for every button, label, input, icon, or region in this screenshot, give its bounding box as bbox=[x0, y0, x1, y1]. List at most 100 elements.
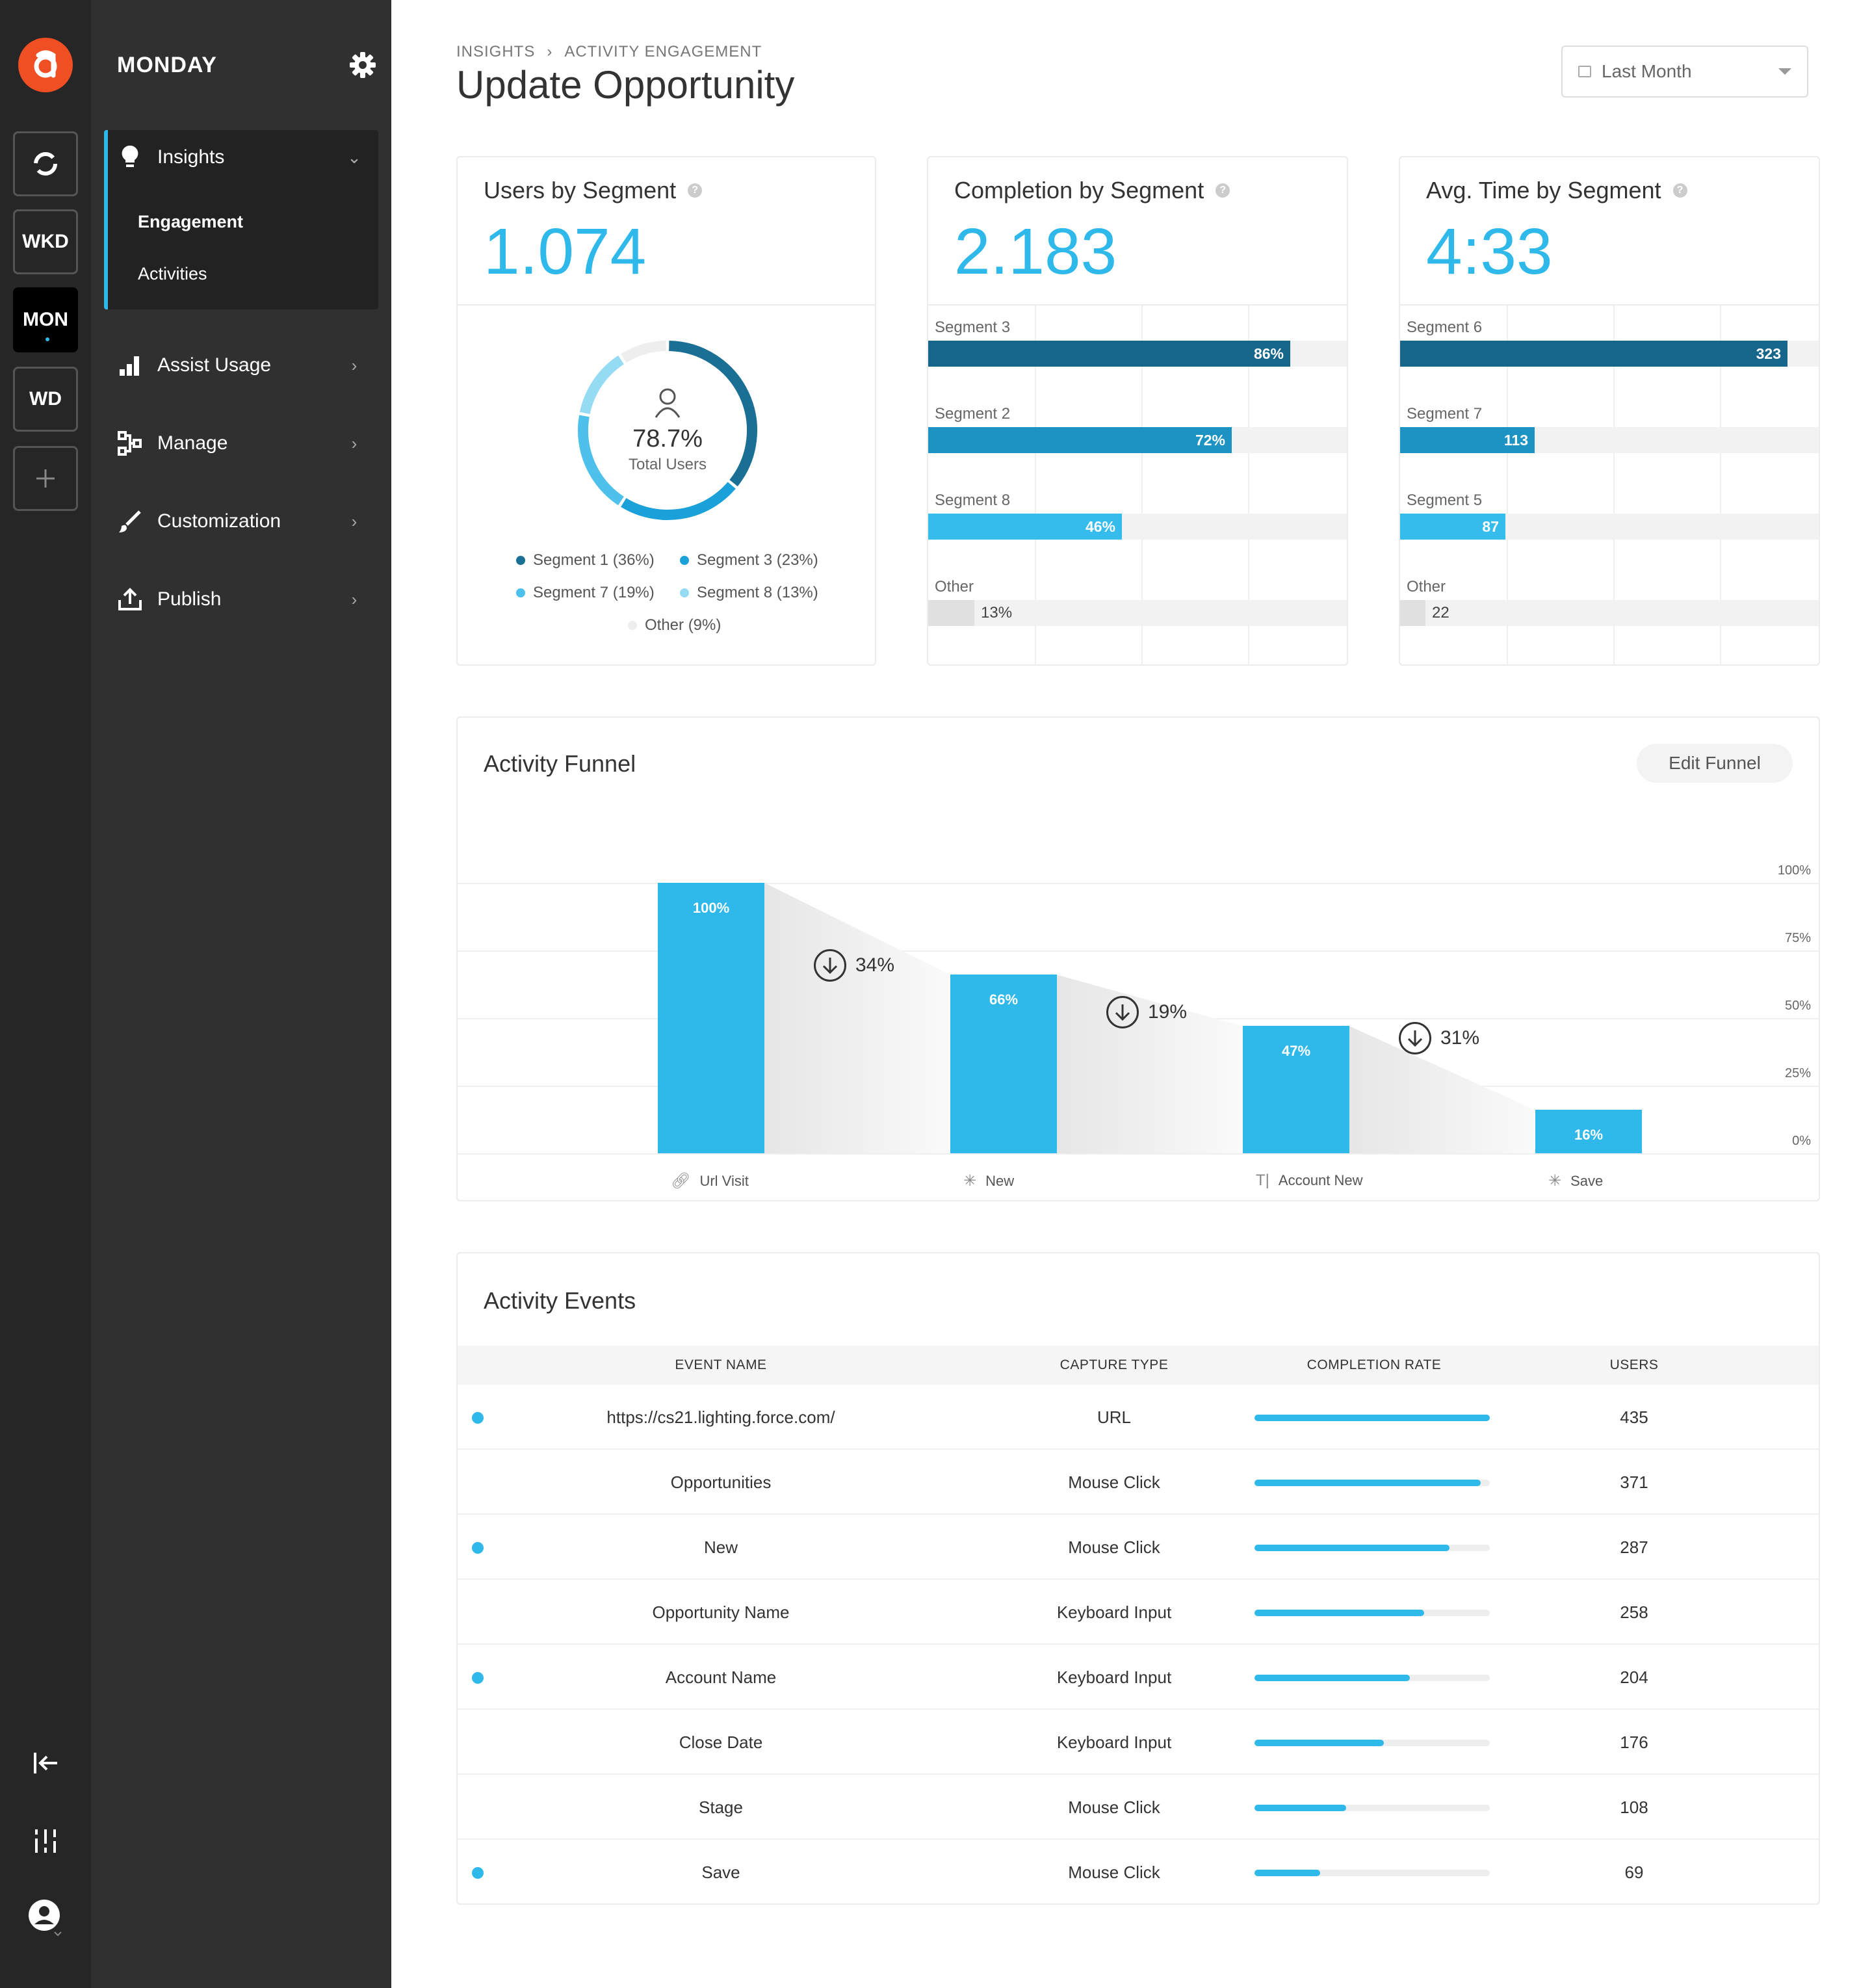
segment-bar[interactable]: 46% bbox=[928, 514, 1122, 540]
chevron-down-icon: ⌄ bbox=[347, 147, 361, 167]
insights-group bbox=[104, 130, 378, 309]
nav-sub-engagement[interactable]: Engagement bbox=[138, 212, 244, 231]
funnel-connector bbox=[1057, 974, 1243, 1153]
completion-rate-fill bbox=[1254, 1480, 1481, 1486]
users-cell: 176 bbox=[1620, 1732, 1648, 1752]
divider bbox=[458, 304, 875, 306]
donut-slice[interactable] bbox=[579, 355, 624, 415]
breadcrumb-activity-engagement[interactable]: ACTIVITY ENGAGEMENT bbox=[564, 43, 762, 60]
segment-label: Other bbox=[935, 578, 974, 595]
table-row[interactable]: Opportunity Name Keyboard Input 258 bbox=[458, 1580, 1819, 1645]
funnel-bar[interactable]: 66% bbox=[950, 974, 1057, 1153]
table-row[interactable]: Account Name Keyboard Input 204 bbox=[458, 1645, 1819, 1710]
nav-item-insights[interactable]: Insights ⌄ bbox=[117, 138, 364, 177]
segment-bar[interactable]: 113 bbox=[1400, 427, 1535, 453]
column-header-completion-rate[interactable]: COMPLETION RATE bbox=[1306, 1357, 1442, 1372]
column-header-event-name[interactable]: EVENT NAME bbox=[675, 1357, 767, 1372]
funnel-dropoff: 19% bbox=[1106, 996, 1187, 1028]
page-title: Update Opportunity bbox=[456, 63, 795, 107]
dropoff-value: 34% bbox=[855, 954, 895, 976]
completion-rate-fill bbox=[1254, 1415, 1490, 1421]
segment-bar[interactable]: 323 bbox=[1400, 341, 1788, 367]
segment-bar[interactable] bbox=[1400, 600, 1425, 626]
edit-funnel-button[interactable]: Edit Funnel bbox=[1637, 744, 1793, 783]
user-icon bbox=[655, 388, 681, 418]
help-icon[interactable]: ? bbox=[1672, 183, 1687, 198]
segment-bar[interactable]: 72% bbox=[928, 427, 1232, 453]
sync-button[interactable] bbox=[13, 131, 78, 196]
table-row[interactable]: Close Date Keyboard Input 176 bbox=[458, 1710, 1819, 1775]
donut-slice[interactable] bbox=[669, 341, 757, 487]
capture-type-cell: Keyboard Input bbox=[1056, 1667, 1172, 1687]
event-name-cell: New bbox=[703, 1537, 738, 1557]
activity-funnel-card: Activity Funnel Edit Funnel 100% 75% 50% 25… bbox=[456, 716, 1820, 1201]
main-content: INSIGHTS › ACTIVITY ENGAGEMENT Update Op… bbox=[391, 0, 1872, 1988]
grid-line bbox=[1720, 306, 1721, 664]
dropoff-value: 31% bbox=[1440, 1027, 1480, 1049]
nav-item-assist-usage[interactable]: Assist Usage › bbox=[117, 346, 364, 385]
segment-label: Other bbox=[1407, 578, 1446, 595]
segment-bar[interactable] bbox=[928, 600, 974, 626]
nav-sub-activities[interactable]: Activities bbox=[138, 264, 207, 283]
segment-bar[interactable]: 87 bbox=[1400, 514, 1505, 540]
completion-by-segment-card: Completion by Segment? 2.183 Segment 3 86… bbox=[927, 156, 1348, 666]
nav-item-customization[interactable]: Customization › bbox=[117, 502, 364, 541]
column-header-users[interactable]: USERS bbox=[1609, 1357, 1659, 1372]
breadcrumb-insights[interactable]: INSIGHTS bbox=[456, 43, 536, 60]
app-name: MONDAY bbox=[117, 52, 217, 77]
segment-bar[interactable]: 86% bbox=[928, 341, 1290, 367]
event-name-cell: Close Date bbox=[679, 1732, 763, 1752]
table-row[interactable]: Save Mouse Click 69 bbox=[458, 1840, 1819, 1903]
legend-item: Segment 8 (13%) bbox=[680, 584, 818, 602]
help-icon[interactable]: ? bbox=[688, 183, 703, 198]
upload-icon bbox=[118, 588, 142, 610]
donut-slice[interactable] bbox=[621, 482, 736, 520]
grid-line bbox=[458, 950, 1819, 952]
funnel-stage-label: ✳ Save bbox=[1548, 1172, 1604, 1190]
caret-down-icon bbox=[1778, 68, 1791, 75]
table-row[interactable]: Stage Mouse Click 108 bbox=[458, 1775, 1819, 1840]
table-row[interactable]: https://cs21.lighting.force.com/URL 435 bbox=[458, 1385, 1819, 1450]
completion-rate-fill bbox=[1254, 1675, 1410, 1681]
user-avatar-icon bbox=[29, 1900, 62, 1937]
nav-item-publish[interactable]: Publish › bbox=[117, 580, 364, 619]
help-icon[interactable]: ? bbox=[1216, 183, 1230, 198]
link-icon: 🔗︎ bbox=[671, 1172, 691, 1190]
sliders-icon bbox=[34, 1829, 57, 1853]
icon-rail: WKD MON WD bbox=[0, 0, 91, 1988]
settings-sliders-button[interactable] bbox=[26, 1822, 65, 1861]
funnel-bar-value: 66% bbox=[989, 991, 1019, 1008]
grid-line bbox=[1507, 306, 1508, 664]
user-menu-button[interactable] bbox=[26, 1898, 65, 1937]
lightbulb-icon bbox=[122, 145, 138, 167]
column-header-capture-type[interactable]: CAPTURE TYPE bbox=[1060, 1357, 1169, 1372]
capture-type-cell: Mouse Click bbox=[1068, 1472, 1160, 1492]
rail-item-wd[interactable]: WD bbox=[13, 367, 78, 432]
add-app-button[interactable] bbox=[13, 446, 78, 511]
funnel-bar[interactable]: 47% bbox=[1243, 1026, 1349, 1153]
completion-rate-bar bbox=[1254, 1415, 1490, 1421]
completion-rate-bar bbox=[1254, 1545, 1490, 1551]
y-tick-label: 75% bbox=[1784, 931, 1811, 945]
donut-slice[interactable] bbox=[578, 415, 624, 506]
rail-item-wkd[interactable]: WKD bbox=[13, 209, 78, 274]
funnel-bar[interactable]: 16% bbox=[1535, 1110, 1642, 1153]
date-range-select[interactable]: Last Month bbox=[1561, 46, 1808, 98]
users-cell: 204 bbox=[1620, 1667, 1648, 1687]
card-title: Completion by Segment? bbox=[954, 177, 1230, 204]
gear-icon[interactable] bbox=[348, 51, 377, 79]
table-row[interactable]: New Mouse Click 287 bbox=[458, 1515, 1819, 1580]
table-row[interactable]: Opportunities Mouse Click 371 bbox=[458, 1450, 1819, 1515]
rail-item-mon[interactable]: MON bbox=[13, 287, 78, 352]
y-tick-label: 100% bbox=[1777, 863, 1811, 878]
segment-bar-track: 86% bbox=[928, 341, 1347, 367]
nav-item-manage[interactable]: Manage › bbox=[117, 424, 364, 463]
y-tick-label: 25% bbox=[1784, 1066, 1811, 1080]
collapse-sidebar-button[interactable] bbox=[26, 1744, 65, 1783]
flow-icon bbox=[118, 431, 142, 456]
app-logo-icon[interactable] bbox=[18, 38, 73, 92]
funnel-bar[interactable]: 100% bbox=[658, 883, 764, 1153]
users-by-segment-card: Users by Segment? 1.074 78.7% Total User… bbox=[456, 156, 876, 666]
donut-slice[interactable] bbox=[621, 341, 667, 363]
users-cell: 287 bbox=[1620, 1537, 1648, 1557]
